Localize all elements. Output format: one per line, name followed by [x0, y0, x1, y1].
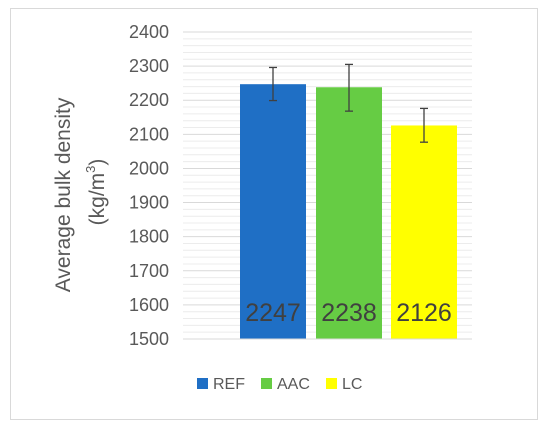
legend: REF AAC LC: [197, 376, 362, 393]
data-label-lc: 2126: [396, 299, 452, 327]
error-bars: [269, 63, 428, 143]
y-axis-ticks: 1500 1600 1700 1800 1900 2000 2100 2200 2300 2400: [129, 22, 169, 349]
legend-swatch-ref: [197, 378, 208, 389]
y-tick-label: 2100: [129, 124, 169, 144]
y-tick-label: 2300: [129, 56, 169, 76]
y-tick-label: 2000: [129, 158, 169, 178]
y-axis-title-sup: 3: [83, 166, 98, 173]
y-tick-label: 1500: [129, 329, 169, 349]
bar-aac: [316, 87, 382, 339]
data-label-ref: 2247: [245, 299, 301, 327]
legend-label-ref: REF: [213, 376, 245, 393]
y-tick-label: 2200: [129, 90, 169, 110]
y-axis-title-close: ): [86, 159, 109, 166]
y-tick-label: 1700: [129, 261, 169, 281]
y-axis-title: Average bulk density (kg/m3): [52, 92, 109, 292]
bar-lc: [391, 125, 457, 339]
y-axis-title-line1: Average bulk density: [52, 97, 75, 292]
data-labels: 2247 2238 2126: [245, 299, 452, 327]
y-tick-label: 1600: [129, 295, 169, 315]
y-tick-label: 2400: [129, 22, 169, 42]
bars: [240, 84, 457, 339]
legend-swatch-lc: [326, 378, 337, 389]
legend-swatch-aac: [261, 378, 272, 389]
y-tick-label: 1800: [129, 227, 169, 247]
legend-label-lc: LC: [342, 376, 362, 393]
bar-ref: [240, 84, 306, 339]
data-label-aac: 2238: [321, 299, 377, 327]
legend-label-aac: AAC: [277, 376, 310, 393]
y-tick-label: 1900: [129, 193, 169, 213]
y-axis-title-unit: (kg/m: [86, 173, 109, 226]
